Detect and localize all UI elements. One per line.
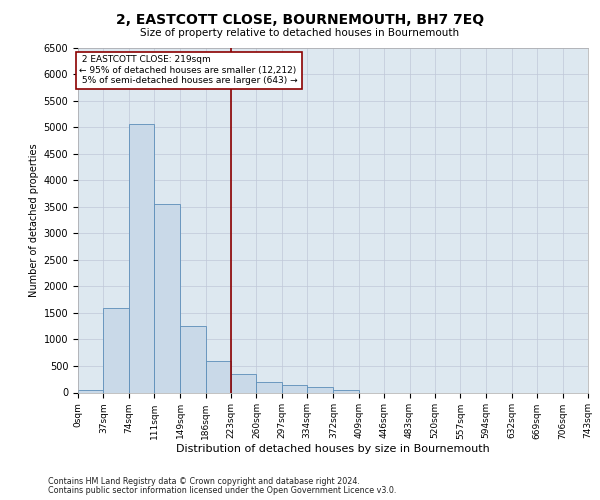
Bar	[282, 384, 307, 392]
Bar	[307, 387, 332, 392]
Text: 2 EASTCOTT CLOSE: 219sqm
← 95% of detached houses are smaller (12,212)
 5% of se: 2 EASTCOTT CLOSE: 219sqm ← 95% of detach…	[79, 56, 298, 86]
Bar	[129, 124, 154, 392]
Text: 2, EASTCOTT CLOSE, BOURNEMOUTH, BH7 7EQ: 2, EASTCOTT CLOSE, BOURNEMOUTH, BH7 7EQ	[116, 12, 484, 26]
Bar	[206, 360, 231, 392]
Bar	[256, 382, 282, 392]
Bar	[154, 204, 179, 392]
Bar	[103, 308, 129, 392]
Text: Contains HM Land Registry data © Crown copyright and database right 2024.: Contains HM Land Registry data © Crown c…	[48, 477, 360, 486]
Bar	[334, 390, 359, 392]
Bar	[180, 326, 206, 392]
Y-axis label: Number of detached properties: Number of detached properties	[29, 143, 40, 297]
X-axis label: Distribution of detached houses by size in Bournemouth: Distribution of detached houses by size …	[176, 444, 490, 454]
Text: Size of property relative to detached houses in Bournemouth: Size of property relative to detached ho…	[140, 28, 460, 38]
Bar	[78, 390, 103, 392]
Bar	[231, 374, 256, 392]
Text: Contains public sector information licensed under the Open Government Licence v3: Contains public sector information licen…	[48, 486, 397, 495]
